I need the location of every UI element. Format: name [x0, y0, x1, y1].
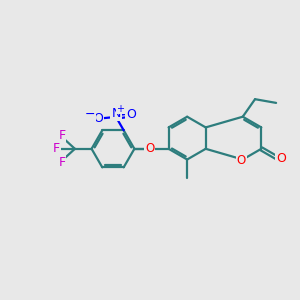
Text: O: O [276, 152, 286, 165]
Text: F: F [53, 142, 60, 155]
Text: −: − [85, 108, 95, 122]
Text: +: + [116, 103, 124, 114]
Text: O: O [237, 154, 246, 167]
Text: N: N [111, 107, 121, 121]
Text: F: F [58, 129, 66, 142]
Text: O: O [126, 108, 136, 122]
Text: F: F [58, 156, 66, 169]
Text: O: O [93, 112, 103, 125]
Text: O: O [145, 142, 154, 155]
